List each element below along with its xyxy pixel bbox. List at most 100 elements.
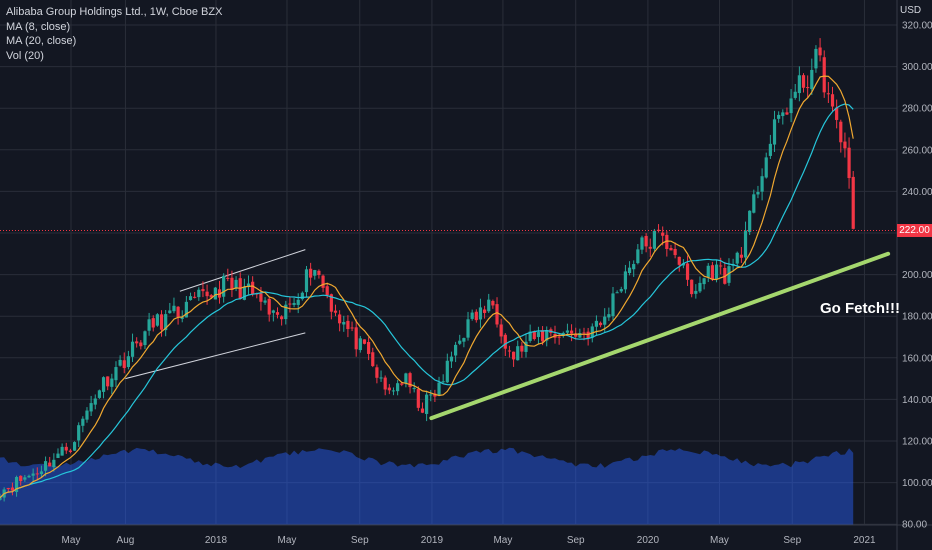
candle-body [10, 487, 15, 491]
candle-body [677, 256, 681, 265]
candle-body [222, 275, 226, 297]
candle-body [296, 299, 300, 305]
candle-body [130, 341, 135, 357]
candle-body [735, 252, 739, 264]
moving-averages [0, 75, 854, 499]
candle-body [81, 418, 85, 426]
candle-body [263, 300, 267, 303]
candle-body [764, 157, 768, 178]
y-tick-label: 120.00 [902, 437, 932, 448]
candle-body [68, 450, 73, 452]
legend-symbol[interactable]: Alibaba Group Holdings Ltd., 1W, Cboe BZ… [6, 6, 223, 18]
candle-body [280, 316, 284, 320]
candle-body [56, 453, 60, 458]
candle-body [106, 376, 110, 387]
candle-body [155, 314, 159, 326]
x-tick-label: Sep [567, 535, 585, 546]
channel-line[interactable] [179, 249, 306, 292]
candle-body [362, 339, 367, 344]
legend-ma20[interactable]: MA (20, close) [6, 35, 77, 47]
candle-body [466, 319, 470, 338]
candle-body [806, 87, 810, 89]
candle-body [632, 264, 636, 270]
candle-body [64, 446, 68, 451]
candle-body [607, 314, 611, 318]
currency-label[interactable]: USD [900, 5, 922, 16]
candle-body [694, 290, 698, 294]
candle-body [714, 264, 719, 279]
x-tick-label: May [710, 535, 729, 546]
candle-body [843, 141, 847, 149]
candle-body [449, 356, 454, 362]
candle-body [31, 473, 35, 476]
candle-body [408, 373, 412, 388]
candle-body [648, 246, 652, 249]
x-tick-label: Aug [117, 535, 135, 546]
legend-volume[interactable]: Vol (20) [6, 49, 44, 62]
candle-body [532, 331, 536, 340]
support-trendline[interactable] [429, 251, 891, 421]
y-tick-label: 80.00 [902, 520, 927, 531]
candle-body [43, 461, 48, 471]
candle-body [159, 314, 164, 330]
candle-body [752, 194, 756, 213]
candle-body [458, 340, 462, 344]
y-tick-label: 240.00 [902, 187, 932, 198]
candle-body [603, 316, 607, 325]
candle-body [478, 307, 483, 320]
candle-body [557, 336, 561, 338]
candle-body [110, 378, 114, 387]
candle-body [97, 390, 102, 398]
candle-body [706, 265, 710, 278]
last-price-tag: 222.00 [897, 224, 932, 237]
candle-body [685, 263, 690, 280]
candle-body [656, 229, 661, 231]
trendline-layer[interactable] [429, 251, 891, 421]
candle-body [698, 282, 702, 292]
ma20-line[interactable] [0, 103, 854, 499]
candle-body [569, 330, 574, 334]
x-tick-label: May [62, 535, 81, 546]
candle-body [619, 289, 623, 292]
candle-body [681, 263, 686, 266]
candle-body [611, 293, 615, 317]
candle-body [425, 394, 429, 414]
candle-body [474, 311, 478, 321]
candle-body [354, 327, 358, 350]
candle-body [400, 383, 404, 385]
y-tick-label: 100.00 [902, 478, 932, 489]
candle-body [338, 314, 342, 324]
y-tick-label: 200.00 [902, 270, 932, 281]
candle-body [441, 381, 445, 383]
candle-body [197, 289, 201, 298]
candle-body [528, 331, 532, 341]
y-tick-label: 140.00 [902, 395, 932, 406]
candle-body [151, 318, 155, 328]
candle-body [437, 382, 441, 396]
candle-body [0, 497, 2, 500]
ma8-line[interactable] [0, 75, 854, 499]
candle-body [847, 147, 851, 179]
candle-body [304, 269, 309, 293]
candles [0, 38, 855, 502]
candle-body [346, 320, 350, 330]
candle-body [147, 319, 151, 331]
candle-body [230, 277, 234, 290]
candle-body [743, 230, 748, 258]
legend-ma8[interactable]: MA (8, close) [6, 20, 71, 33]
candle-body [317, 270, 321, 275]
candle-body [516, 346, 520, 361]
candle-body [292, 302, 296, 305]
candle-body [524, 341, 528, 352]
candle-body [781, 112, 785, 117]
x-tick-label: 2018 [205, 535, 228, 546]
annotation-text[interactable]: Go Fetch!!! [820, 300, 900, 317]
candle-body [226, 277, 230, 279]
candle-body [93, 398, 97, 405]
candle-body [520, 345, 524, 352]
candle-body [6, 488, 10, 490]
candle-body [594, 320, 599, 327]
candle-body [777, 114, 781, 119]
